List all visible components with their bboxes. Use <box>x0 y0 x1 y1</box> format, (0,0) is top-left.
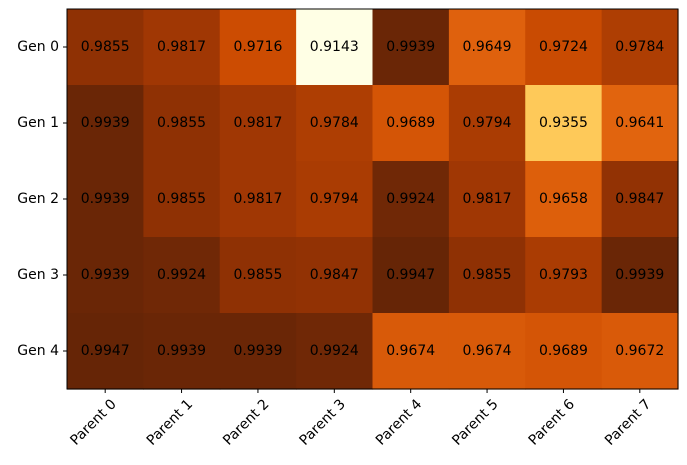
y-axis: Gen 0 Gen 1 Gen 2 Gen 3 Gen 4 <box>17 39 67 359</box>
heatmap-cell-label: 0.9817 <box>233 115 282 131</box>
heatmap-cell <box>143 161 221 238</box>
heatmap-cell <box>143 85 221 162</box>
heatmap-cell-label: 0.9689 <box>539 343 588 359</box>
x-tick-label: Parent 0 <box>67 396 119 448</box>
heatmap-cell <box>372 85 450 162</box>
heatmap-cell <box>143 9 221 86</box>
heatmap-cell <box>525 85 603 162</box>
heatmap-cell-label: 0.9939 <box>615 267 664 283</box>
heatmap-cell-label: 0.9689 <box>386 115 435 131</box>
heatmap-cell-label: 0.9924 <box>310 343 359 359</box>
heatmap-cell-label: 0.9716 <box>233 39 282 55</box>
heatmap-cell <box>67 237 144 314</box>
heatmap-cell-label: 0.9855 <box>157 115 206 131</box>
x-tick-label: Parent 7 <box>602 396 654 448</box>
heatmap-cell-label: 0.9672 <box>615 343 664 359</box>
heatmap-cell-label: 0.9947 <box>386 267 435 283</box>
heatmap-cell-label: 0.9924 <box>157 267 206 283</box>
heatmap-cell <box>296 237 374 314</box>
heatmap-cell <box>448 313 526 390</box>
x-tick-label: Parent 6 <box>526 396 579 449</box>
heatmap-cell-label: 0.9939 <box>386 39 435 55</box>
heatmap-cell-label: 0.9847 <box>615 191 664 207</box>
heatmap-cell-label: 0.9817 <box>463 191 512 207</box>
y-tick-label: Gen 2 <box>17 191 59 207</box>
heatmap-cell-label: 0.9939 <box>157 343 206 359</box>
heatmap-cell-label: 0.9847 <box>310 267 359 283</box>
heatmap-cell-label: 0.9724 <box>539 39 588 55</box>
heatmap-cell <box>67 313 144 390</box>
y-tick-label: Gen 1 <box>17 115 59 131</box>
heatmap-cell-label: 0.9855 <box>233 267 282 283</box>
heatmap-cell-label: 0.9794 <box>463 115 512 131</box>
heatmap-cell <box>67 85 144 162</box>
heatmap-cell-label: 0.9641 <box>615 115 664 131</box>
heatmap-cell-label: 0.9674 <box>463 343 512 359</box>
heatmap-cell <box>296 85 374 162</box>
heatmap-cell <box>219 237 297 314</box>
heatmap-cell-label: 0.9817 <box>233 191 282 207</box>
x-tick-label: Parent 1 <box>144 396 196 448</box>
heatmap-cell <box>525 161 603 238</box>
heatmap-cell-label: 0.9855 <box>81 39 130 55</box>
x-tick-label: Parent 4 <box>373 396 426 449</box>
heatmap-cell <box>448 85 526 162</box>
y-tick-label: Gen 3 <box>17 267 59 283</box>
y-tick-label: Gen 0 <box>17 39 59 55</box>
heatmap-cell-label: 0.9794 <box>310 191 359 207</box>
x-tick-label: Parent 3 <box>296 396 348 448</box>
heatmap-cell-label: 0.9855 <box>463 267 512 283</box>
heatmap-cell-label: 0.9939 <box>233 343 282 359</box>
heatmap-cell <box>219 161 297 238</box>
heatmap-cell-labels: 0.9855 0.9817 0.9716 0.9143 0.9939 0.9649 0.97… <box>81 39 665 359</box>
heatmap-cell-label: 0.9784 <box>310 115 359 131</box>
heatmap-cell <box>601 85 679 162</box>
heatmap-cell <box>601 9 679 86</box>
heatmap-cell-label: 0.9355 <box>539 115 588 131</box>
heatmap-cell-label: 0.9939 <box>81 115 130 131</box>
heatmap-cell <box>448 237 526 314</box>
heatmap-cell-label: 0.9674 <box>386 343 435 359</box>
heatmap-cell <box>372 9 450 86</box>
heatmap-cell <box>525 313 603 390</box>
heatmap-cell <box>219 9 297 86</box>
heatmap-cell <box>143 237 221 314</box>
heatmap-cell-label: 0.9817 <box>157 39 206 55</box>
x-tick-label: Parent 2 <box>220 396 272 448</box>
heatmap-cell <box>143 313 221 390</box>
heatmap-cell-label: 0.9939 <box>81 191 130 207</box>
heatmap-cell <box>296 9 374 86</box>
heatmap-cell-label: 0.9784 <box>615 39 664 55</box>
heatmap-cell-label: 0.9793 <box>539 267 588 283</box>
heatmap-cell-label: 0.9658 <box>539 191 588 207</box>
heatmap-cell-label: 0.9855 <box>157 191 206 207</box>
heatmap-cell <box>448 161 526 238</box>
heatmap-cell-label: 0.9143 <box>310 39 359 55</box>
heatmap-cell <box>525 237 603 314</box>
heatmap-cell <box>67 161 144 238</box>
heatmap-cell <box>296 313 374 390</box>
heatmap-cell <box>296 161 374 238</box>
heatmap-cell <box>525 9 603 86</box>
heatmap-cell <box>372 161 450 238</box>
heatmap-cell <box>67 9 144 86</box>
heatmap-cells <box>67 9 679 390</box>
heatmap-cell-label: 0.9924 <box>386 191 435 207</box>
x-axis: Parent 0 Parent 1 Parent 2 Parent 3 Parent 4… <box>67 389 654 449</box>
heatmap-cell <box>601 313 679 390</box>
heatmap-cell <box>601 237 679 314</box>
heatmap-cell <box>219 313 297 390</box>
x-tick-label: Parent 5 <box>449 396 501 448</box>
heatmap-cell-label: 0.9649 <box>463 39 512 55</box>
heatmap-cell <box>372 313 450 390</box>
heatmap-cell-label: 0.9947 <box>81 343 130 359</box>
heatmap-cell-label: 0.9939 <box>81 267 130 283</box>
y-tick-label: Gen 4 <box>17 343 59 359</box>
heatmap-cell <box>219 85 297 162</box>
heatmap-cell <box>601 161 679 238</box>
heatmap-cell <box>372 237 450 314</box>
heatmap-cell <box>448 9 526 86</box>
